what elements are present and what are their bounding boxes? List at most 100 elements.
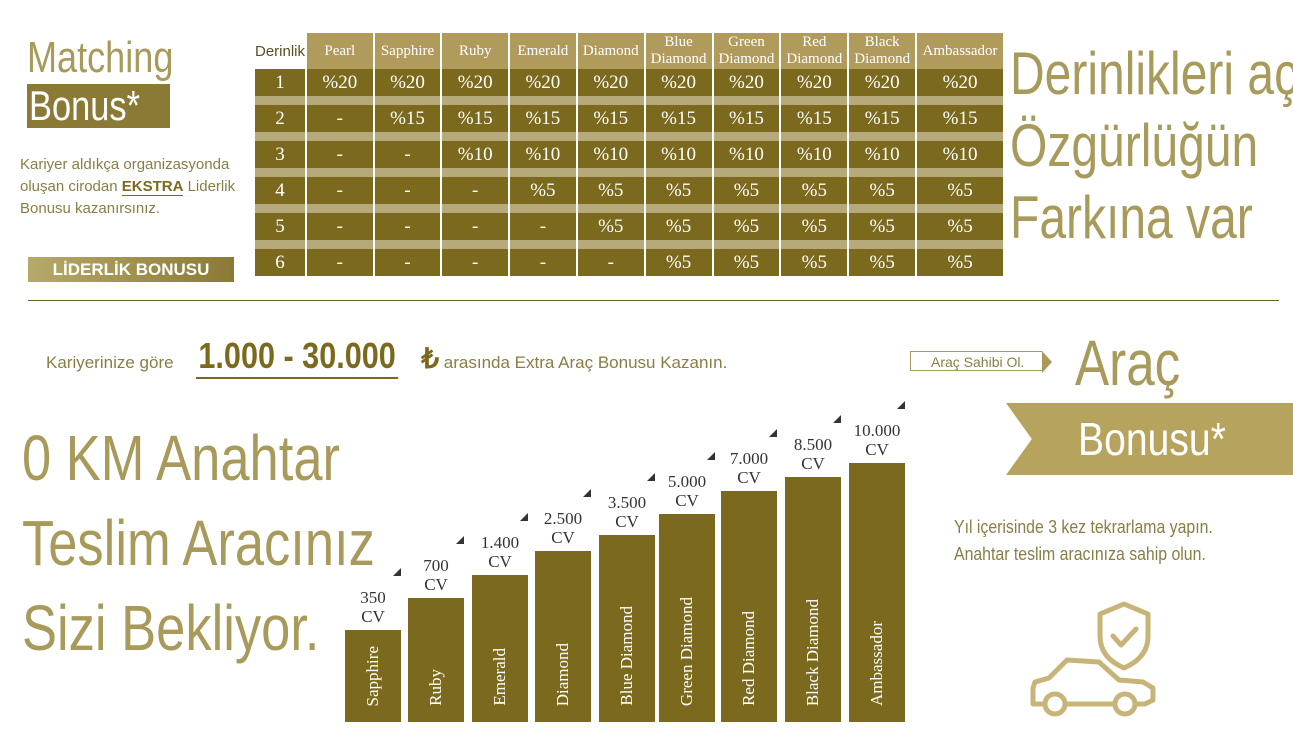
car-bonus-banner: Bonusu* (1006, 403, 1293, 475)
car-owner-tag[interactable]: Araç Sahibi Ol. (910, 351, 1052, 373)
corner-marker (393, 568, 401, 576)
table-cell: %10 (442, 141, 508, 168)
table-cell: - (307, 213, 373, 240)
table-cell: - (307, 105, 373, 132)
bar-label: Red Diamond (739, 611, 758, 706)
leadership-bonus-button[interactable]: LİDERLİK BONUSU (28, 257, 234, 282)
table-cell: %15 (442, 105, 508, 132)
table-header: Emerald (510, 33, 576, 69)
matching-subtitle: Bonus* (27, 84, 171, 128)
table-cell: - (510, 249, 576, 276)
table-cell: %20 (713, 69, 780, 96)
table-cell: %5 (645, 213, 712, 240)
bar-value: 350 CV (360, 588, 386, 626)
bar-value: 7.000 CV (729, 449, 769, 487)
table-cell: %15 (917, 105, 1003, 132)
table-cell: %5 (849, 177, 916, 204)
table-cell: %20 (781, 69, 848, 96)
table-cell: %15 (849, 105, 916, 132)
corner-marker (769, 429, 777, 437)
table-header-depth: Derinlik (255, 33, 306, 69)
bar: Ruby (408, 598, 464, 722)
table-cell: %10 (510, 141, 576, 168)
table-cell: %5 (577, 177, 644, 204)
table-cell: %15 (781, 105, 848, 132)
table-cell: - (510, 213, 576, 240)
table-header: Green Diamond (713, 33, 780, 69)
table-cell: %5 (713, 177, 780, 204)
corner-marker (833, 415, 841, 423)
table-cell: %5 (917, 249, 1003, 276)
bar-label: Sapphire (363, 645, 382, 706)
table-cell: - (442, 249, 508, 276)
table-cell: %5 (645, 177, 712, 204)
table-cell: %5 (713, 213, 780, 240)
table-cell: - (374, 177, 441, 204)
bar: Blue Diamond (599, 535, 655, 722)
car-bonus-title: Araç (1075, 327, 1181, 399)
table-cell: %5 (510, 177, 576, 204)
table-cell: - (307, 249, 373, 276)
table-cell: %5 (917, 177, 1003, 204)
table-cell: %20 (577, 69, 644, 96)
table-header: Ambassador (917, 33, 1003, 69)
bar: Ambassador (849, 463, 905, 722)
table-row: 6- - - - - %5 %5 %5 %5 %5 (255, 249, 1003, 276)
bar: Diamond (535, 551, 591, 722)
bar-value: 2.500 CV (543, 509, 583, 547)
table-cell: %5 (645, 249, 712, 276)
corner-marker (707, 452, 715, 460)
bar-label: Ruby (426, 669, 445, 706)
car-bonus-range: Kariyerinize göre 1.000 - 30.000 ₺ arası… (46, 335, 727, 379)
bar-label: Emerald (490, 648, 509, 706)
table-cell: %20 (374, 69, 441, 96)
matching-bonus-table: Derinlik Pearl Sapphire Ruby Emerald Diamond B… (253, 33, 1005, 276)
currency-symbol: ₺ (421, 343, 440, 374)
car-bonus-description: Yıl içerisinde 3 kez tekrarlama yapın. A… (954, 517, 1213, 564)
table-cell: - (442, 213, 508, 240)
bar-label: Black Diamond (803, 598, 822, 706)
table-cell: %5 (917, 213, 1003, 240)
matching-description: Kariyer aldıkça organizasyonda oluşan ci… (20, 156, 236, 217)
table-cell: %10 (645, 141, 712, 168)
table-cell: %15 (577, 105, 644, 132)
range-value: 1.000 - 30.000 (196, 335, 399, 379)
bar: Black Diamond (785, 477, 841, 722)
corner-marker (897, 401, 905, 409)
bar-value: 3.500 CV (607, 493, 647, 531)
headline-line: Farkına var (1010, 184, 1253, 251)
corner-marker (583, 489, 591, 497)
table-cell: %5 (781, 177, 848, 204)
corner-marker (456, 536, 464, 544)
table-header: Blue Diamond (645, 33, 712, 69)
headline: Derinlikleri aç Özgürlüğün Farkına var (1010, 38, 1293, 254)
zero-km-headline: 0 KM Anahtar Teslim Aracınız Sizi Bekliy… (22, 422, 375, 664)
bar: Emerald (472, 575, 528, 722)
bar: Green Diamond (659, 514, 715, 722)
table-header: Black Diamond (849, 33, 916, 69)
table-header: Ruby (442, 33, 508, 69)
table-cell: %20 (917, 69, 1003, 96)
bar-value: 10.000 CV (853, 421, 901, 459)
table-cell: %5 (849, 249, 916, 276)
table-cell: 5 (255, 213, 306, 240)
bar-label: Green Diamond (677, 596, 696, 706)
table-header: Sapphire (374, 33, 441, 69)
table-cell: %10 (917, 141, 1003, 168)
table-cell: %20 (645, 69, 712, 96)
table-cell: - (374, 141, 441, 168)
table-cell: 2 (255, 105, 306, 132)
matching-title: Matching (27, 33, 174, 82)
table-row: 1 %20 %20 %20 %20 %20 %20 %20 %20 %20 %20 (255, 69, 1003, 96)
table-cell: %10 (781, 141, 848, 168)
divider (28, 300, 1279, 301)
car-shield-icon (1030, 601, 1156, 717)
bar-value: 5.000 CV (667, 472, 707, 510)
table-cell: %5 (781, 249, 848, 276)
table-cell: %20 (510, 69, 576, 96)
table-header: Red Diamond (781, 33, 848, 69)
table-cell: %5 (577, 213, 644, 240)
table-cell: - (374, 249, 441, 276)
table-cell: %15 (645, 105, 712, 132)
table-cell: %5 (849, 213, 916, 240)
